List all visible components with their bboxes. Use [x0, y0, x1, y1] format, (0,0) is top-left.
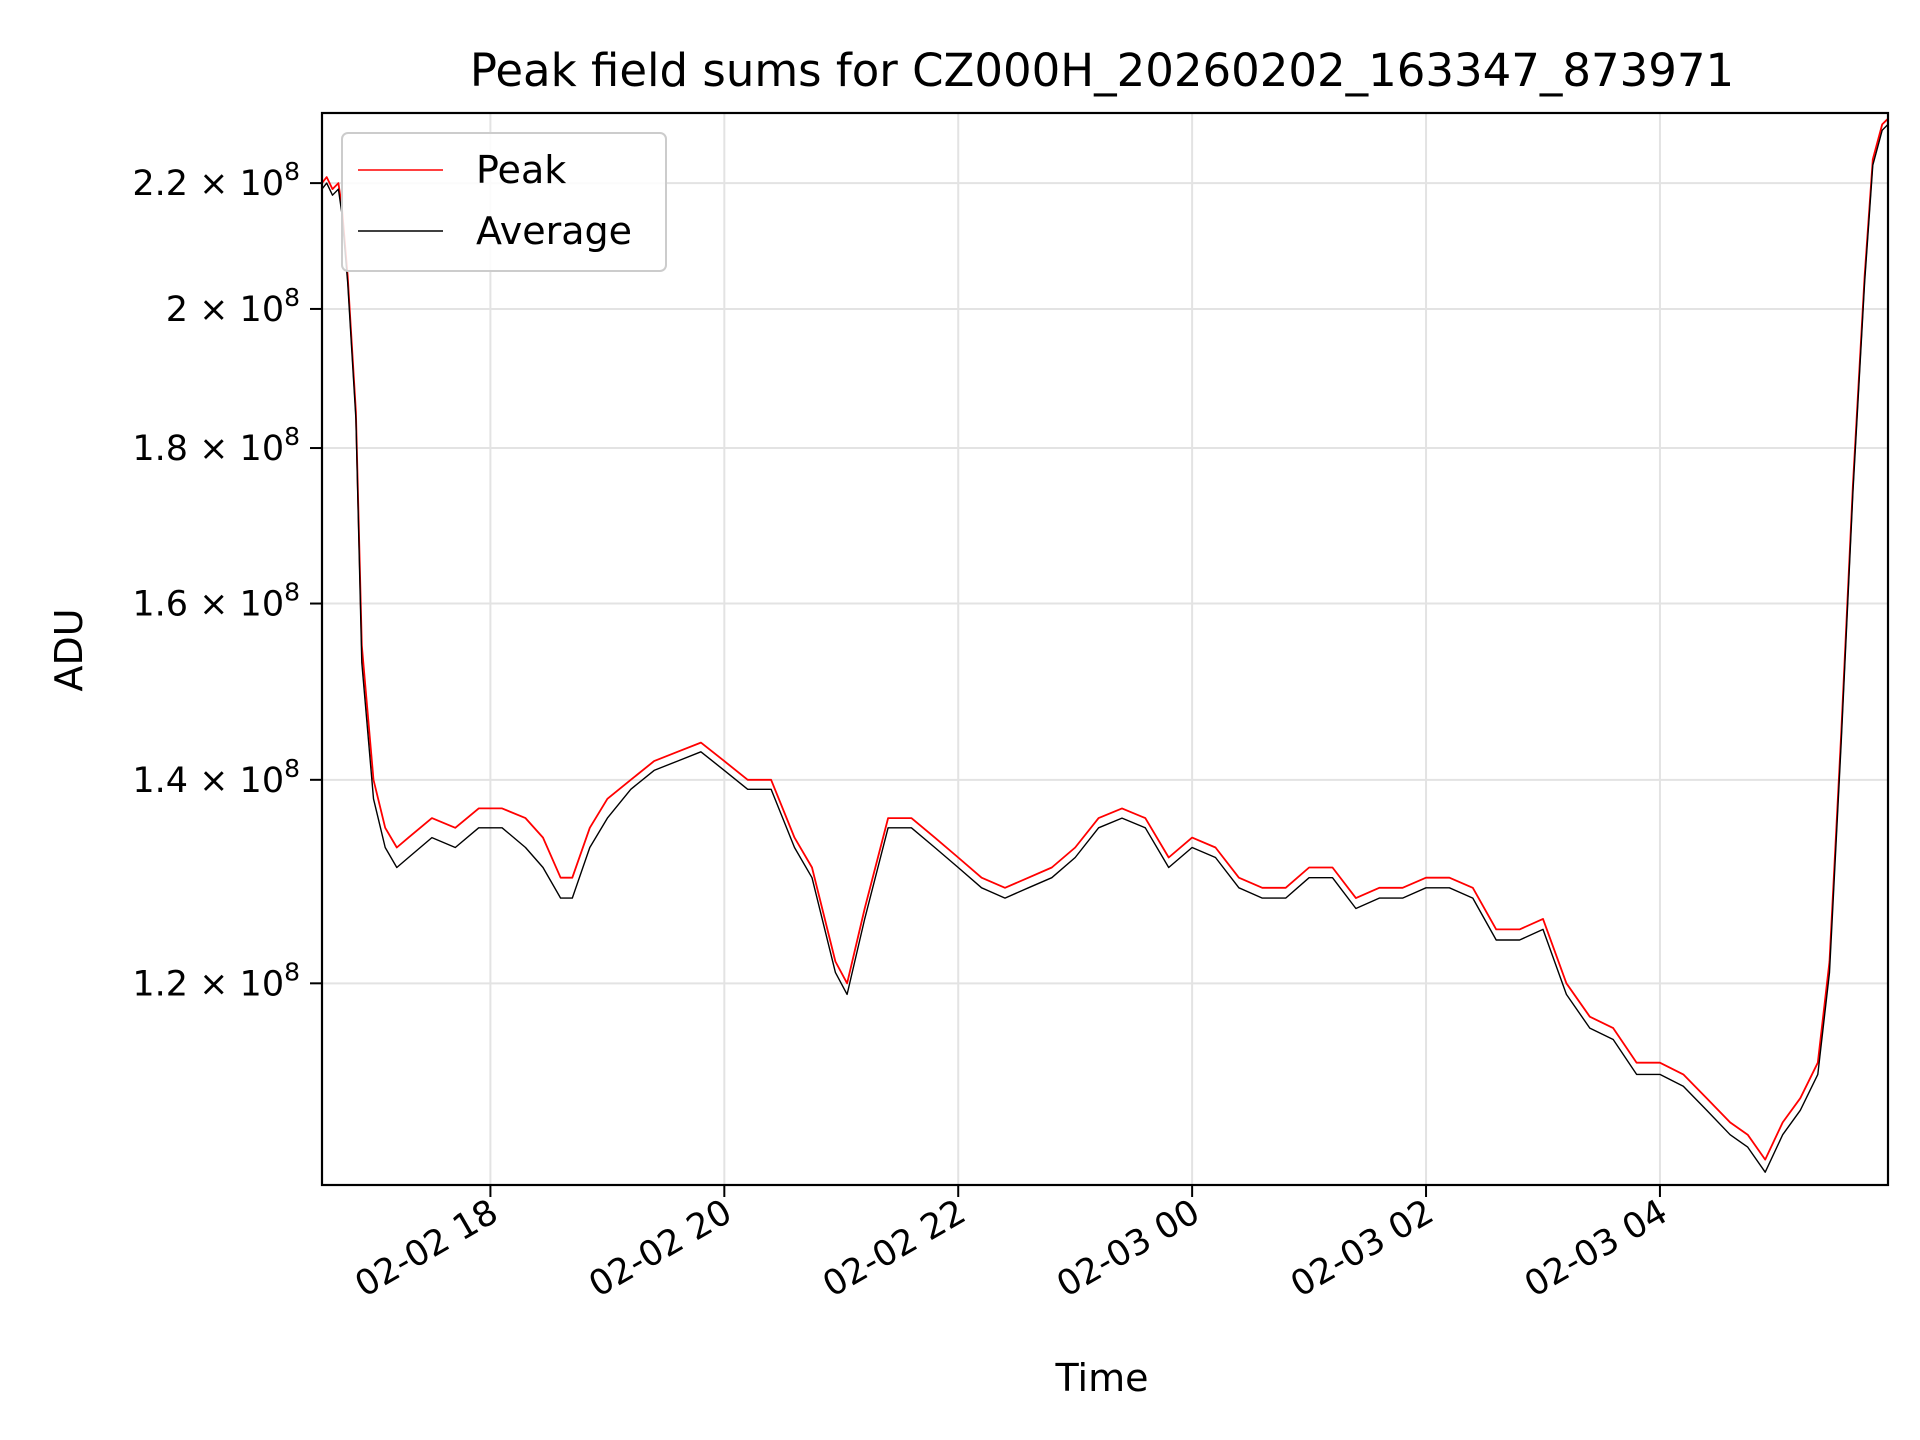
legend-label-average: Average — [476, 209, 632, 253]
y-tick-label: 2.2 × 108 — [132, 157, 300, 204]
y-tick-label: 1.4 × 108 — [132, 754, 300, 801]
x-axis-label: Time — [1055, 1356, 1149, 1400]
x-tick-label: 02-03 00 — [1050, 1192, 1206, 1305]
x-axis: 02-02 18 02-02 20 02-02 22 02-03 00 02-03 02… — [349, 1185, 1674, 1305]
series-line-peak — [321, 118, 1889, 1161]
legend: Peak Average — [341, 132, 667, 272]
y-tick-label: 1.8 × 108 — [132, 422, 300, 469]
y-tick-label: 2 × 108 — [166, 283, 300, 330]
x-tick-label: 02-03 04 — [1518, 1192, 1674, 1305]
series-lines — [321, 118, 1889, 1173]
y-tick-label: 1.6 × 108 — [132, 578, 300, 625]
x-tick-label: 02-02 18 — [349, 1192, 505, 1305]
y-tick-label: 1.2 × 108 — [132, 957, 300, 1004]
legend-label-peak: Peak — [476, 148, 566, 192]
plot-frame — [320, 111, 1890, 1187]
x-tick-label: 02-03 02 — [1284, 1192, 1440, 1305]
grid-lines — [322, 113, 1888, 1185]
chart-title: Peak field sums for CZ000H_20260202_1633… — [470, 44, 1734, 97]
legend-box — [341, 132, 667, 272]
series-line-average — [321, 123, 1889, 1173]
y-axis-label: ADU — [47, 608, 91, 691]
x-tick-label: 02-02 20 — [583, 1192, 739, 1305]
y-axis: 1.2 × 108 1.4 × 108 1.6 × 108 1.8 × 108 2 × … — [132, 157, 322, 1004]
x-tick-label: 02-02 22 — [816, 1192, 972, 1305]
